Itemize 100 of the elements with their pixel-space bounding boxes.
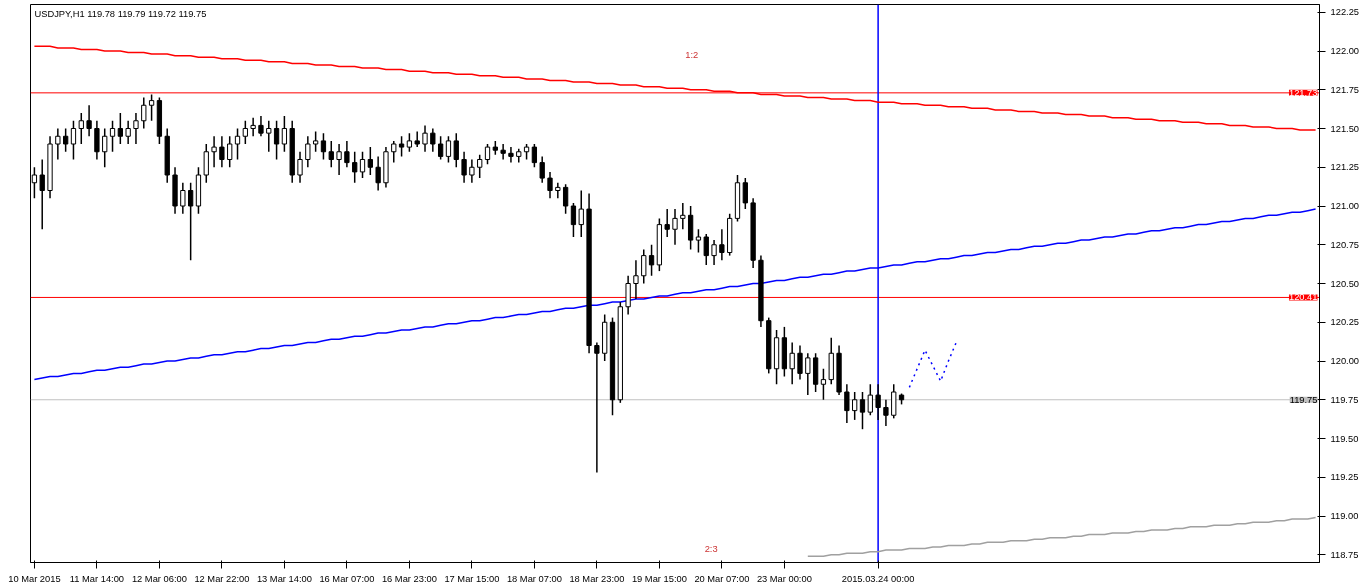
candlestick <box>305 135 311 168</box>
candlestick <box>508 146 514 164</box>
candlestick <box>562 183 569 215</box>
candlestick <box>469 158 475 184</box>
y-tick-label: 118.75 <box>1330 549 1359 560</box>
candlestick <box>422 124 428 153</box>
y-tick-label: 121.50 <box>1330 123 1360 134</box>
candlestick <box>789 341 795 385</box>
candlestick <box>664 208 670 238</box>
y-tick-label: 120.50 <box>1330 278 1360 289</box>
candlestick <box>86 104 92 137</box>
candlestick <box>203 143 209 184</box>
ref-line-label: 120.41 <box>1288 292 1318 303</box>
y-tick-label: 120.75 <box>1330 239 1360 250</box>
candlestick <box>555 182 561 199</box>
annotation: 2:3 <box>704 544 718 555</box>
candlestick <box>742 177 748 210</box>
candlestick <box>539 155 545 184</box>
line-series <box>908 341 957 389</box>
candlestick <box>570 202 577 238</box>
candlestick <box>148 93 155 122</box>
candlestick <box>320 132 327 161</box>
x-tick-label: 23 Mar 00:00 <box>756 573 812 584</box>
candlestick <box>63 127 69 153</box>
candlestick <box>578 189 584 238</box>
candlestick <box>531 143 538 168</box>
candlestick <box>117 112 123 145</box>
y-tick-label: 121.00 <box>1330 201 1360 211</box>
y-tick-label: 119.00 <box>1330 511 1359 521</box>
candlestick <box>852 391 858 421</box>
candlestick <box>227 135 233 168</box>
candlestick <box>633 259 639 300</box>
candlestick <box>367 146 373 176</box>
candlestick <box>55 127 61 161</box>
x-tick-label: 19 Mar 15:00 <box>631 573 687 584</box>
candlestick <box>477 154 483 179</box>
candlestick <box>266 120 272 153</box>
x-tick-label: 11 Mar 14:00 <box>69 573 125 584</box>
line-series <box>33 45 1317 131</box>
x-tick-label: 18 Mar 23:00 <box>569 573 625 584</box>
candlestick <box>180 182 186 215</box>
candlestick <box>430 127 436 153</box>
candlestick <box>445 135 452 164</box>
candlestick <box>719 228 725 261</box>
x-tick-label: 2015.03.24 00:00 <box>841 573 915 584</box>
candlestick <box>883 399 889 427</box>
x-tick-label: 13 Mar 14:00 <box>256 573 312 584</box>
x-tick-label: 18 Mar 07:00 <box>506 573 562 584</box>
candlestick <box>891 383 897 420</box>
y-tick-label: 122.25 <box>1330 7 1360 18</box>
x-tick-label: 16 Mar 07:00 <box>319 573 375 584</box>
candlestick <box>875 383 881 421</box>
y-tick-label: 121.75 <box>1330 84 1360 95</box>
candlestick <box>484 143 491 165</box>
candlestick <box>297 151 303 184</box>
candlestick <box>133 112 139 145</box>
candlestick <box>125 120 131 145</box>
y-tick-label: 119.75 <box>1330 394 1359 405</box>
candlestick <box>219 135 225 168</box>
candlestick <box>867 383 873 416</box>
candlestick <box>594 341 600 474</box>
candlestick <box>78 112 84 145</box>
candlestick <box>406 132 413 153</box>
candlestick <box>453 132 459 168</box>
candlestick <box>391 140 397 164</box>
candlestick <box>344 140 350 168</box>
candlestick <box>39 158 45 230</box>
candlestick <box>461 151 467 184</box>
candlestick <box>437 135 444 161</box>
candlestick <box>859 391 866 430</box>
candlestick <box>695 228 702 254</box>
candlestick <box>102 127 108 168</box>
candlestick <box>242 120 248 145</box>
candlestick <box>844 383 850 424</box>
candlestick <box>625 275 631 316</box>
ref-line-label: 121.73 <box>1288 87 1318 98</box>
y-tick-label: 121.25 <box>1330 162 1360 173</box>
candlestick <box>281 115 288 153</box>
candlestick <box>680 202 686 230</box>
candlestick <box>94 120 100 161</box>
candlestick <box>70 120 77 161</box>
candlestick <box>797 344 803 381</box>
candlestick <box>234 127 241 161</box>
candlestick <box>711 239 717 266</box>
candlestick <box>375 155 381 192</box>
candlestick <box>273 120 280 161</box>
x-tick-label: 17 Mar 15:00 <box>444 573 500 584</box>
y-tick-label: 119.50 <box>1330 433 1359 444</box>
x-tick-label: 12 Mar 22:00 <box>194 573 250 584</box>
candlestick <box>312 130 319 153</box>
candlestick <box>109 120 116 153</box>
candlestick <box>211 135 217 168</box>
candlestick <box>648 244 655 277</box>
ref-line-label: 119.75 <box>1289 394 1318 405</box>
y-tick-label: 122.00 <box>1330 46 1360 56</box>
candlestick <box>250 116 256 137</box>
candlestick <box>820 368 827 401</box>
y-tick-label: 119.25 <box>1330 472 1359 483</box>
x-tick-label: 16 Mar 23:00 <box>381 573 437 584</box>
candlestick <box>359 151 366 179</box>
